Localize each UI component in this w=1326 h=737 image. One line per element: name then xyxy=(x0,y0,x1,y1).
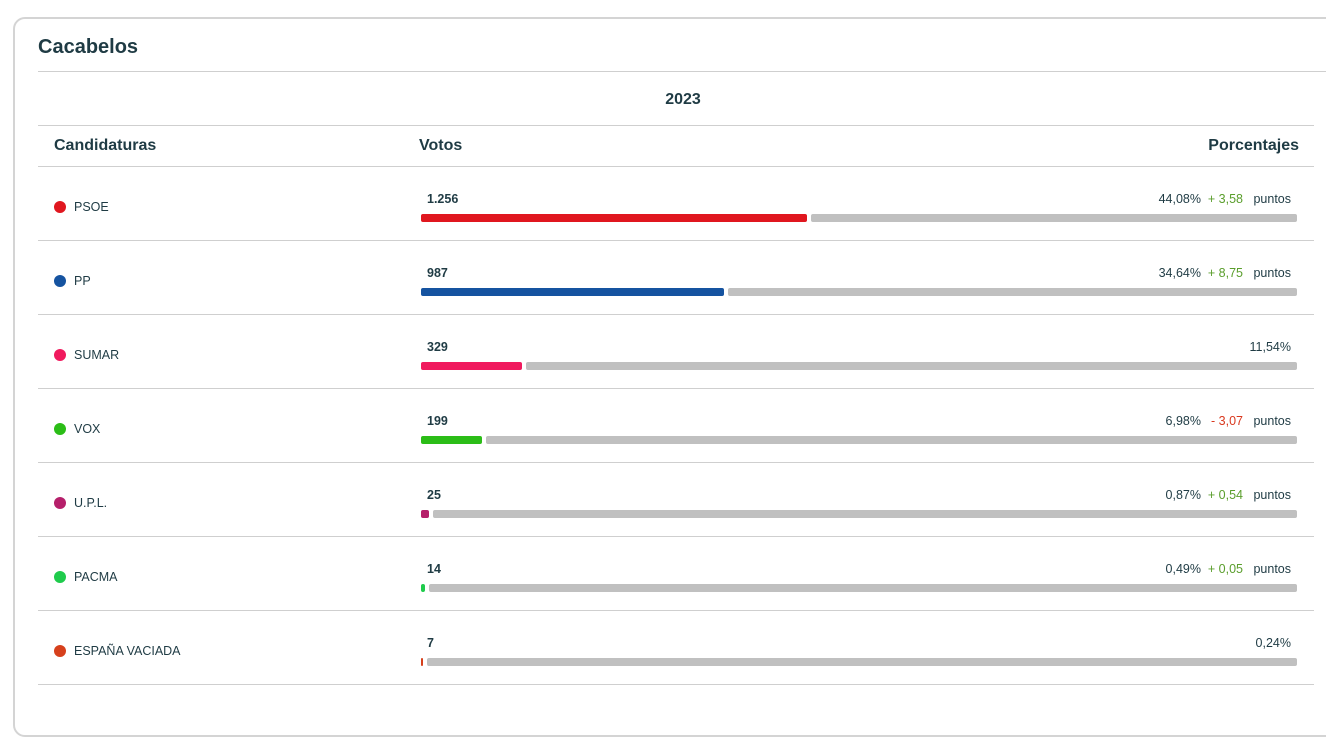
bar-track xyxy=(526,362,1297,370)
percent: 6,98% xyxy=(1165,414,1201,428)
party-dot xyxy=(54,349,66,361)
row-divider xyxy=(38,462,1314,463)
bar-track xyxy=(429,584,1297,592)
vote-bar xyxy=(421,510,429,518)
bar-track xyxy=(811,214,1297,222)
percent: 34,64% xyxy=(1158,266,1201,280)
row-divider xyxy=(38,610,1314,611)
party-name: ESPAÑA VACIADA xyxy=(74,644,181,658)
header-percent: Porcentajes xyxy=(1208,137,1299,154)
percent: 0,49% xyxy=(1165,562,1201,576)
change-unit: puntos xyxy=(1253,562,1291,576)
votes: 329 xyxy=(427,340,448,354)
bar-track xyxy=(427,658,1297,666)
divider xyxy=(38,125,1314,126)
party-name: PP xyxy=(74,274,91,288)
party-dot xyxy=(54,201,66,213)
page: Cacabelos 2023 Candidaturas Votos Porcen… xyxy=(13,17,1326,737)
bar-track xyxy=(728,288,1297,296)
vote-bar xyxy=(421,214,808,222)
vote-bar xyxy=(421,584,426,592)
vote-bar xyxy=(421,658,424,666)
row-divider xyxy=(38,388,1314,389)
change-unit: puntos xyxy=(1253,414,1291,428)
votes: 1.256 xyxy=(427,192,459,206)
vote-bar xyxy=(421,362,523,370)
percent: 0,87% xyxy=(1165,488,1201,502)
vote-bar xyxy=(421,436,483,444)
row-divider xyxy=(38,684,1314,685)
party-dot xyxy=(54,423,66,435)
party-name: PACMA xyxy=(74,570,118,584)
row-divider xyxy=(38,536,1314,537)
change-unit: puntos xyxy=(1253,488,1291,502)
percent: 0,24% xyxy=(1255,636,1291,650)
change-unit: puntos xyxy=(1253,266,1291,280)
party-dot xyxy=(54,275,66,287)
party-dot xyxy=(54,497,66,509)
change: + 8,75 xyxy=(1207,266,1243,280)
divider xyxy=(38,166,1314,167)
percent: 11,54% xyxy=(1249,340,1291,354)
change: - 3,07 xyxy=(1211,414,1243,428)
row-divider xyxy=(38,314,1314,315)
party-name: PSOE xyxy=(74,200,109,214)
party-dot xyxy=(54,645,66,657)
change-unit: puntos xyxy=(1253,192,1291,206)
party-name: U.P.L. xyxy=(74,496,108,510)
votes: 25 xyxy=(427,488,441,502)
bar-track xyxy=(432,510,1297,518)
votes: 987 xyxy=(427,266,448,280)
change: + 0,05 xyxy=(1207,562,1243,576)
change: + 0,54 xyxy=(1207,488,1243,502)
percent: 44,08% xyxy=(1158,192,1201,206)
divider xyxy=(38,71,1326,72)
year: 2023 xyxy=(665,91,701,108)
votes: 199 xyxy=(427,414,448,428)
title: Cacabelos xyxy=(38,36,139,58)
party-name: VOX xyxy=(74,422,101,436)
party-name: SUMAR xyxy=(74,348,120,362)
bar-track xyxy=(486,436,1297,444)
row-divider xyxy=(38,240,1314,241)
change: + 3,58 xyxy=(1207,192,1243,206)
header-votes: Votos xyxy=(419,137,463,154)
party-dot xyxy=(54,571,66,583)
header-party: Candidaturas xyxy=(54,137,157,154)
votes: 14 xyxy=(427,562,441,576)
vote-bar xyxy=(421,288,725,296)
votes: 7 xyxy=(427,636,434,650)
